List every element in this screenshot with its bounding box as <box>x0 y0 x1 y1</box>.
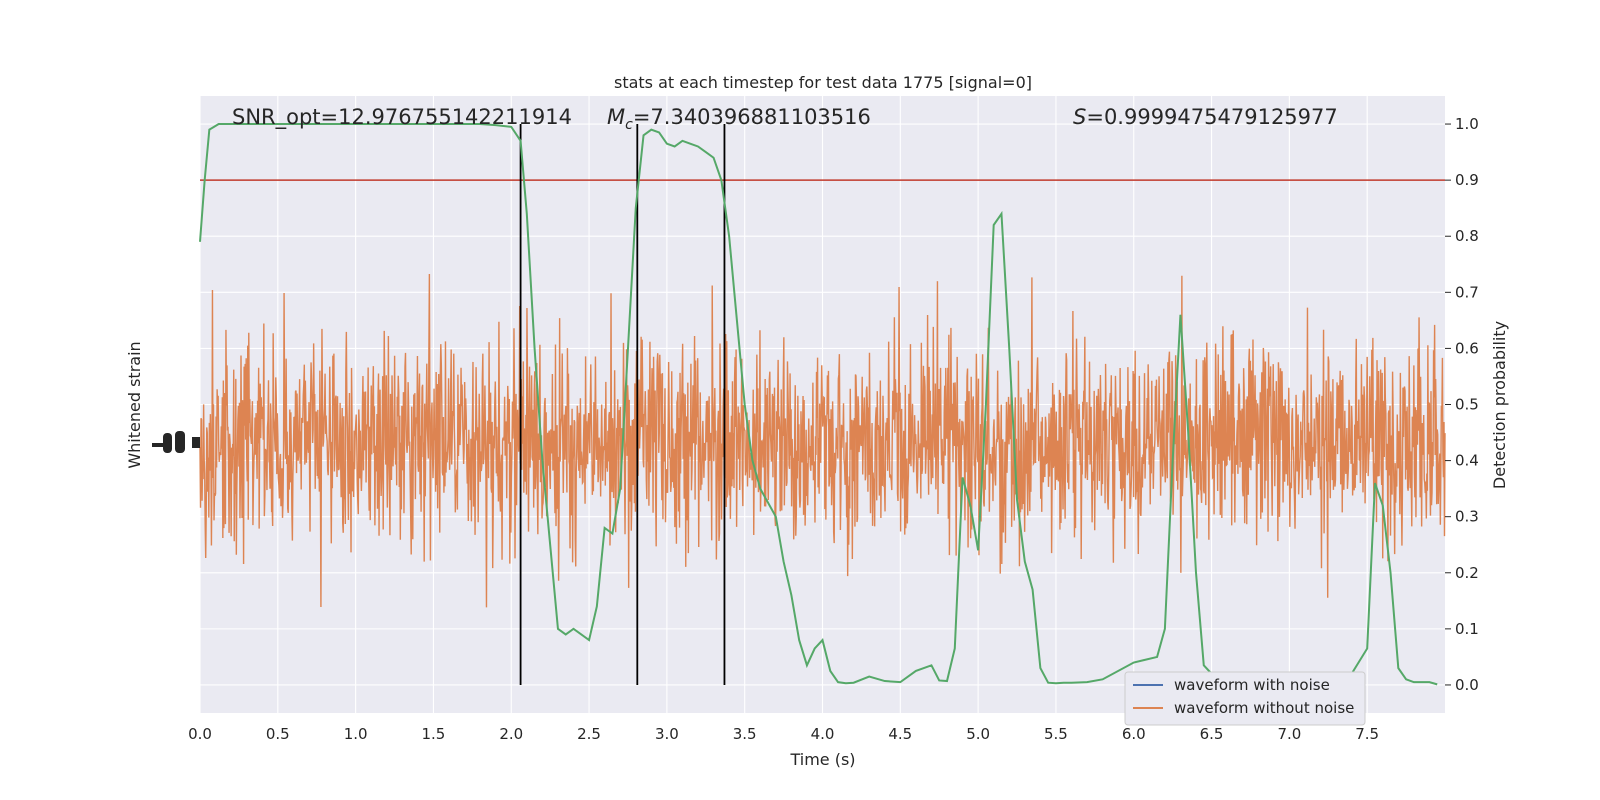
noise-trace <box>199 274 1446 608</box>
y-tick-label: 0.6 <box>1455 339 1479 357</box>
clutter-mark <box>192 437 200 448</box>
legend-label-without-noise: waveform without noise <box>1174 699 1354 717</box>
y-tick-label: 0.1 <box>1455 620 1479 638</box>
x-tick-label: 5.0 <box>966 725 990 743</box>
x-tick-label: 0.5 <box>266 725 290 743</box>
detection-probability-line <box>199 123 1438 686</box>
waveform-without-noise-series <box>199 274 1446 608</box>
mc-symbol: M <box>607 105 625 129</box>
x-tick-label: 6.0 <box>1122 725 1146 743</box>
x-tick-label: 1.0 <box>344 725 368 743</box>
y-tick-label: 0.5 <box>1455 396 1479 414</box>
mc-subscript: c <box>625 117 633 133</box>
y-tick-label: 0.9 <box>1455 171 1479 189</box>
legend-label-with-noise: waveform with noise <box>1174 676 1330 694</box>
x-tick-label: 3.5 <box>733 725 757 743</box>
x-tick-label: 5.5 <box>1044 725 1068 743</box>
vertical-markers <box>519 124 726 685</box>
x-tick-label: 6.5 <box>1200 725 1224 743</box>
x-axis-ticks: 0.0 0.5 1.0 1.5 2.0 2.5 3.0 3.5 4.0 4.5 5.0 5.5 6.0 6… <box>188 725 1379 743</box>
snr-annotation: SNR_opt=12.976755142211914 <box>232 105 572 130</box>
x-tick-label: 7.0 <box>1277 725 1301 743</box>
clutter-mark <box>152 443 166 447</box>
x-tick-label: 4.5 <box>888 725 912 743</box>
right-y-axis-label: Detection probability <box>1490 321 1509 489</box>
s-symbol: S <box>1073 105 1086 129</box>
mc-value: =7.340396881103516 <box>633 105 871 129</box>
left-y-axis-clutter <box>152 431 200 453</box>
legend-box <box>1124 671 1366 726</box>
clutter-mark <box>175 431 185 453</box>
x-tick-label: 4.0 <box>811 725 835 743</box>
y-tick-label: 0.0 <box>1455 676 1479 694</box>
y-tick-label: 0.3 <box>1455 508 1479 526</box>
left-y-axis-label: Whitened strain <box>125 341 144 468</box>
s-value: =0.9999475479125977 <box>1086 105 1337 129</box>
y-tick-label: 0.4 <box>1455 452 1479 470</box>
score-annotation: S=0.9999475479125977 <box>1073 105 1338 129</box>
x-tick-label: 2.0 <box>499 725 523 743</box>
x-tick-label: 3.0 <box>655 725 679 743</box>
detection-probability-series <box>199 123 1438 686</box>
y-tick-label: 1.0 <box>1455 115 1479 133</box>
x-tick-label: 1.5 <box>422 725 446 743</box>
chart-title: stats at each timestep for test data 177… <box>614 73 1032 92</box>
x-tick-label: 0.0 <box>188 725 212 743</box>
right-y-axis-ticks: 0.0 0.1 0.2 0.3 0.4 0.5 0.6 0.7 0.8 0.9 1.0 <box>1445 115 1479 694</box>
chirp-mass-annotation: Mc=7.340396881103516 <box>607 105 871 133</box>
clutter-mark <box>163 433 172 453</box>
y-tick-label: 0.8 <box>1455 227 1479 245</box>
x-tick-label: 7.5 <box>1355 725 1379 743</box>
y-tick-label: 0.2 <box>1455 564 1479 582</box>
y-tick-label: 0.7 <box>1455 283 1479 301</box>
x-axis-label: Time (s) <box>789 750 855 769</box>
legend: waveform with noise waveform without noi… <box>1124 671 1366 726</box>
x-tick-label: 2.5 <box>577 725 601 743</box>
